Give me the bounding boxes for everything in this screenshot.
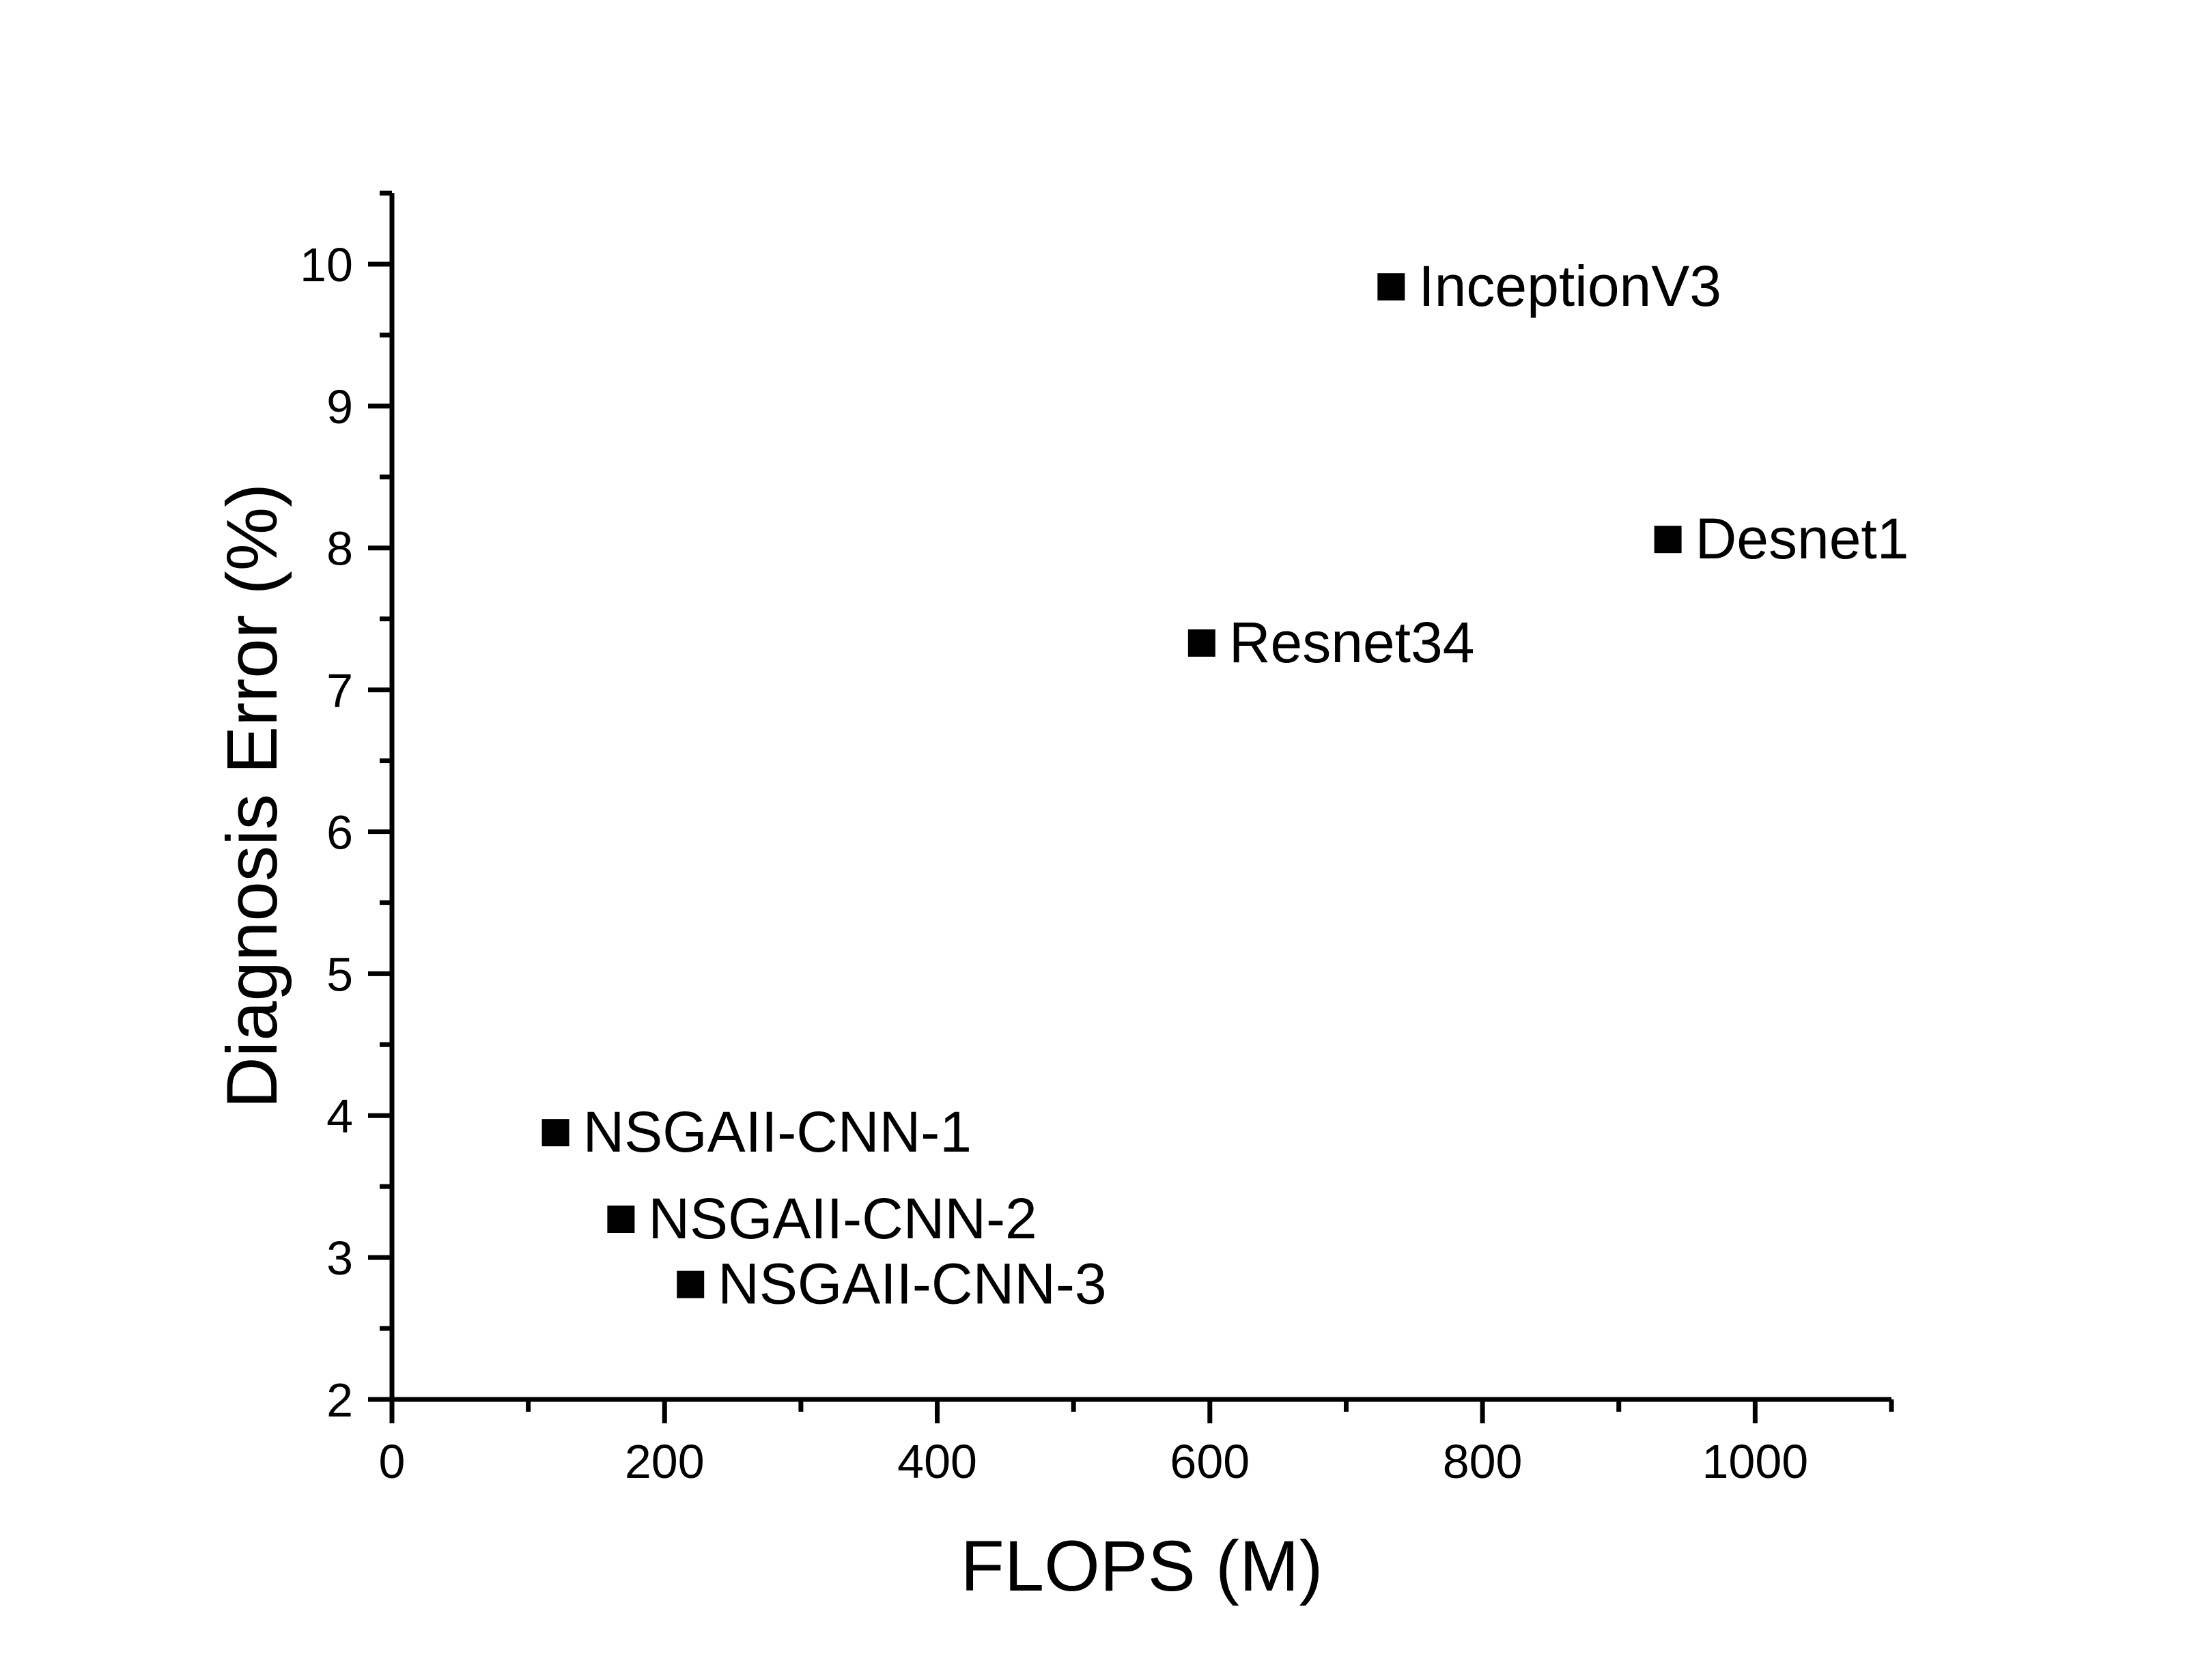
y-tick-label: 5 — [326, 948, 353, 1001]
data-point: Desnet1 — [1654, 507, 1909, 571]
x-tick-label: 800 — [1443, 1435, 1523, 1488]
y-tick-label: 8 — [326, 522, 353, 575]
y-tick-label: 10 — [300, 238, 353, 291]
y-tick-label: 2 — [326, 1373, 353, 1427]
y-tick-label: 6 — [326, 806, 353, 859]
data-point-marker — [607, 1205, 635, 1233]
x-tick-label: 200 — [625, 1435, 705, 1488]
data-point-label: NSGAII-CNN-3 — [718, 1252, 1106, 1316]
data-point-label: NSGAII-CNN-2 — [648, 1186, 1037, 1251]
y-axis-title: Diagnosis Error (%) — [212, 483, 292, 1109]
data-point: NSGAII-CNN-3 — [677, 1252, 1107, 1316]
data-point: InceptionV3 — [1377, 254, 1721, 318]
data-point: NSGAII-CNN-1 — [541, 1100, 972, 1164]
tick-labels: 0 200 400 600 800 1000 2 3 4 5 6 7 8 9 10 — [300, 238, 1808, 1488]
data-point-marker — [677, 1270, 705, 1298]
x-axis-title: FLOPS (M) — [961, 1526, 1323, 1606]
data-point-label: Resnet34 — [1229, 610, 1475, 674]
data-point-marker — [1654, 526, 1682, 554]
y-tick-label: 7 — [326, 664, 353, 717]
data-point-marker — [1187, 629, 1215, 657]
data-point-marker — [541, 1119, 569, 1147]
axes — [389, 193, 1891, 1423]
y-tick-label: 9 — [326, 380, 353, 433]
tick-marks — [368, 190, 1894, 1423]
data-point-label: InceptionV3 — [1418, 254, 1721, 318]
data-point-label: Desnet1 — [1695, 507, 1909, 571]
data-point-marker — [1377, 273, 1405, 301]
data-point: NSGAII-CNN-2 — [607, 1186, 1037, 1251]
x-tick-label: 400 — [897, 1435, 977, 1488]
data-point: Resnet34 — [1187, 610, 1475, 674]
data-point-label: NSGAII-CNN-1 — [583, 1100, 972, 1164]
x-tick-label: 1000 — [1702, 1435, 1808, 1488]
y-tick-label: 3 — [326, 1231, 353, 1285]
x-tick-label: 0 — [379, 1435, 406, 1488]
y-tick-label: 4 — [326, 1090, 353, 1143]
x-tick-label: 600 — [1170, 1435, 1250, 1488]
